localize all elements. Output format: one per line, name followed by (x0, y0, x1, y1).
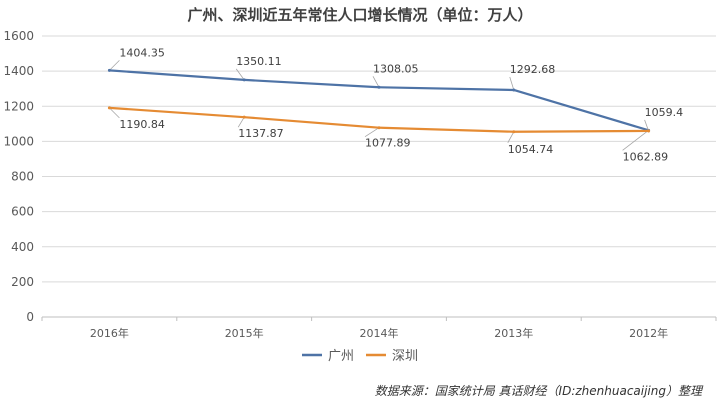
data-point (242, 78, 246, 82)
y-tick-label: 200 (11, 275, 34, 289)
x-tick-label: 2013年 (494, 326, 533, 340)
x-tick-label: 2014年 (360, 326, 399, 340)
data-point (512, 130, 516, 134)
y-tick-label: 0 (26, 310, 34, 324)
data-label: 1062.89 (623, 150, 669, 163)
data-label-leader (235, 68, 245, 81)
x-tick-label: 2016年 (90, 326, 129, 340)
data-label: 1054.74 (508, 143, 554, 156)
data-point (107, 68, 111, 72)
y-tick-label: 400 (11, 240, 34, 254)
y-tick-label: 600 (11, 205, 34, 219)
data-point (377, 85, 381, 89)
data-label: 1059.4 (645, 106, 684, 119)
y-tick-label: 1200 (3, 99, 34, 113)
data-point (512, 88, 516, 92)
y-tick-label: 1600 (3, 29, 34, 43)
data-point (242, 115, 246, 119)
x-tick-label: 2012年 (629, 326, 668, 340)
y-tick-label: 800 (11, 170, 34, 184)
legend-label: 深圳 (392, 349, 418, 364)
series-line-guangzhou (109, 69, 649, 132)
data-label: 1077.89 (365, 137, 411, 150)
data-label-leader (644, 119, 649, 132)
data-label: 1308.05 (373, 62, 419, 75)
data-label: 1137.87 (238, 127, 284, 140)
data-label: 1404.35 (119, 46, 164, 59)
x-tick-label: 2015年 (225, 326, 264, 340)
data-label-leader (622, 130, 649, 151)
data-point (107, 106, 111, 110)
data-label-leader (109, 60, 120, 71)
y-tick-label: 1000 (3, 134, 34, 148)
data-label-leader (364, 127, 380, 138)
data-point (377, 126, 381, 130)
data-label-leader (372, 76, 380, 88)
chart-title: 广州、深圳近五年常住人口增长情况（单位：万人） (187, 6, 533, 24)
source-note: 数据来源：国家统计局 真话财经（ID:zhenhuacaijing）整理 (374, 384, 702, 398)
y-tick-label: 1400 (3, 64, 34, 78)
data-label: 1292.68 (510, 63, 556, 76)
legend-label: 广州 (328, 349, 354, 364)
data-point (647, 129, 651, 133)
data-label-leader (237, 116, 245, 128)
data-label-leader (109, 107, 120, 119)
data-label: 1190.84 (119, 118, 164, 131)
data-label-leader (509, 76, 515, 91)
data-label-leader (507, 131, 515, 143)
data-label: 1350.11 (236, 55, 282, 68)
